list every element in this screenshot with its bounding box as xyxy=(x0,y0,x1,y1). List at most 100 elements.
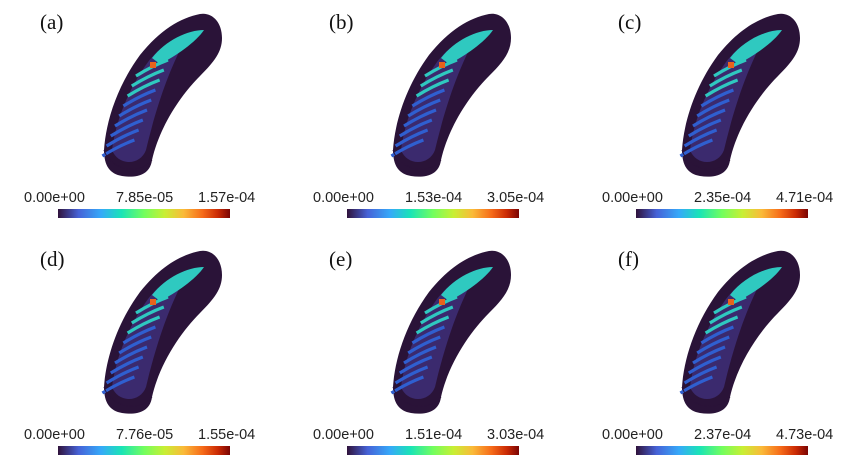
tube-stripe xyxy=(403,345,437,365)
tick-mid: 7.85e-05 xyxy=(116,190,174,206)
tube-stripe xyxy=(118,98,152,118)
panel-a: (a) 0.00e+00 7.85e-05 1.57e-04 xyxy=(0,0,289,236)
tube-stripe xyxy=(398,118,433,138)
tube-stripe xyxy=(126,78,161,98)
tube-stripe xyxy=(403,108,437,128)
tick-min: 0.00e+00 xyxy=(24,427,85,443)
panel-b: (b) 0.00e+00 1.53e-04 3.05e-04 xyxy=(289,0,578,236)
hot-spot xyxy=(439,299,445,305)
tube-stripe xyxy=(390,375,424,395)
tube-stripe xyxy=(415,315,450,335)
tube-stripe xyxy=(105,128,140,148)
tube-stripe xyxy=(101,375,135,395)
tick-min: 0.00e+00 xyxy=(602,427,663,443)
tube-stripe xyxy=(109,355,144,375)
tube-stripe xyxy=(687,355,722,375)
panel-e: (e) 0.00e+00 1.51e-04 3.03e-04 xyxy=(289,237,578,473)
colorbar xyxy=(347,446,519,455)
tube-top-rim xyxy=(441,30,493,64)
tube-end-cap xyxy=(103,149,153,170)
bent-tube-shape xyxy=(101,250,222,414)
tube-stripe xyxy=(704,315,739,335)
tick-min: 0.00e+00 xyxy=(313,190,374,206)
tube-stripe xyxy=(130,305,165,325)
tube-stripe xyxy=(101,138,135,158)
colorbar xyxy=(58,209,230,218)
bent-tube-shape xyxy=(679,13,800,177)
tube-stripe xyxy=(390,138,424,158)
panel-label: (a) xyxy=(40,10,64,34)
tube-stripe xyxy=(411,325,445,345)
tube-stripe xyxy=(415,78,450,98)
tube-stripe xyxy=(419,68,454,88)
tube-stripe xyxy=(419,305,454,325)
panel-label: (c) xyxy=(618,10,642,34)
tube-stripe xyxy=(700,325,734,345)
colorbar xyxy=(347,209,519,218)
tube-stripe xyxy=(692,108,726,128)
tube-stripe xyxy=(411,88,445,108)
hot-spot xyxy=(439,62,445,68)
tick-min: 0.00e+00 xyxy=(313,427,374,443)
tube-stripe xyxy=(696,98,730,118)
panel-label: (d) xyxy=(40,247,65,271)
tube-end-cap xyxy=(392,386,442,407)
tube-stripe xyxy=(394,365,429,385)
tube-stripe xyxy=(126,315,161,335)
colorbar xyxy=(636,209,808,218)
tube-stripe xyxy=(109,118,144,138)
tube-stripe xyxy=(122,325,156,345)
hot-spot xyxy=(150,299,156,305)
panel-label: (b) xyxy=(329,10,354,34)
tube-stripe xyxy=(398,355,433,375)
bent-tube-shape xyxy=(390,250,511,414)
tube-stripe xyxy=(704,78,739,98)
tube-stripe xyxy=(708,305,743,325)
tube-top-rim xyxy=(152,267,204,301)
tube-top-rim xyxy=(441,267,493,301)
tick-max: 1.55e-04 xyxy=(198,427,256,443)
tick-max: 4.71e-04 xyxy=(776,190,834,206)
tube-stripe xyxy=(683,365,718,385)
tick-max: 4.73e-04 xyxy=(776,427,834,443)
panel-label: (f) xyxy=(618,247,639,271)
panel-d: (d) 0.00e+00 7.76e-05 1.55e-04 xyxy=(0,237,289,473)
bent-tube-shape xyxy=(390,13,511,177)
tube-stripe xyxy=(114,108,148,128)
tube-end-cap xyxy=(681,386,731,407)
tick-mid: 1.53e-04 xyxy=(405,190,463,206)
tube-stripe xyxy=(407,335,441,355)
tube-stripe xyxy=(700,88,734,108)
tick-max: 1.57e-04 xyxy=(198,190,256,206)
tube-top-rim xyxy=(730,30,782,64)
tube-stripe xyxy=(696,335,730,355)
colorbar xyxy=(636,446,808,455)
tube-stripe xyxy=(679,138,713,158)
tube-stripe xyxy=(122,88,156,108)
tick-max: 3.05e-04 xyxy=(487,190,545,206)
tick-mid: 2.37e-04 xyxy=(694,427,752,443)
panel-label: (e) xyxy=(329,247,353,271)
panel-f: (f) 0.00e+00 2.37e-04 4.73e-04 xyxy=(578,237,867,473)
tube-top-rim xyxy=(152,30,204,64)
tick-min: 0.00e+00 xyxy=(24,190,85,206)
hot-spot xyxy=(728,299,734,305)
tick-mid: 7.76e-05 xyxy=(116,427,174,443)
bent-tube-shape xyxy=(679,250,800,414)
tube-stripe xyxy=(130,68,165,88)
tube-stripe xyxy=(683,128,718,148)
tube-stripe xyxy=(708,68,743,88)
tube-end-cap xyxy=(392,149,442,170)
tick-max: 3.03e-04 xyxy=(487,427,545,443)
tube-stripe xyxy=(118,335,152,355)
tick-min: 0.00e+00 xyxy=(602,190,663,206)
hot-spot xyxy=(728,62,734,68)
hot-spot xyxy=(150,62,156,68)
panel-c: (c) 0.00e+00 2.35e-04 4.71e-04 xyxy=(578,0,867,236)
tube-stripe xyxy=(407,98,441,118)
tube-end-cap xyxy=(681,149,731,170)
colorbar xyxy=(58,446,230,455)
tube-stripe xyxy=(692,345,726,365)
tube-stripe xyxy=(105,365,140,385)
tube-stripe xyxy=(679,375,713,395)
